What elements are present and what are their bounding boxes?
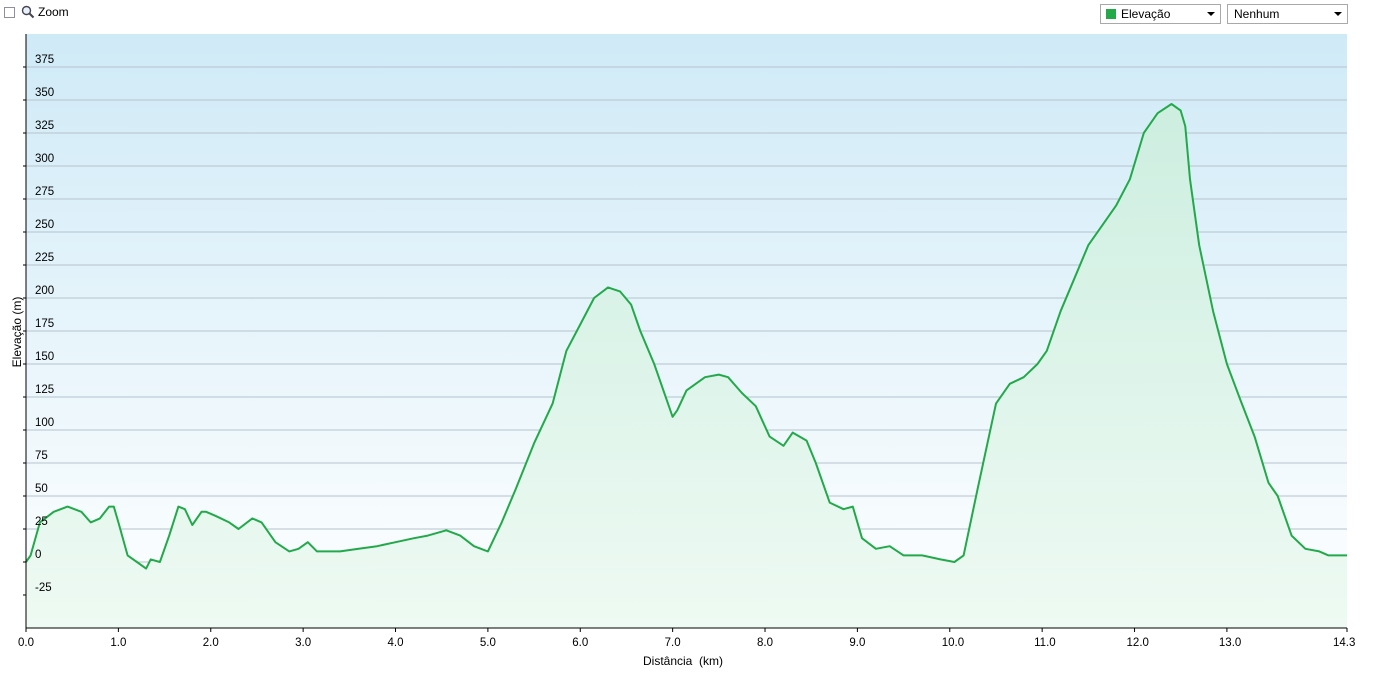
y-tick-label: 175 [35,318,54,330]
series-select[interactable]: Elevação [1100,4,1221,24]
compare-select-value: Nenhum [1234,7,1280,21]
x-tick-label: 6.0 [572,637,588,649]
elevation-area [26,104,1347,628]
x-tick-label: 7.0 [665,637,681,649]
y-axis-ticks: 3753503253002752502252001751501251007550… [23,54,54,596]
y-tick-label: 75 [35,450,48,462]
x-tick-label: 1.0 [110,637,126,649]
y-tick-label: 150 [35,351,54,363]
x-tick-label: 14.3 [1333,637,1355,649]
zoom-toggle[interactable]: Zoom [4,5,69,19]
x-tick-label: 9.0 [849,637,865,649]
y-tick-label: 100 [35,417,54,429]
y-tick-label: 300 [35,153,54,165]
x-tick-label: 10.0 [942,637,964,649]
x-tick-label: 12.0 [1127,637,1149,649]
y-tick-label: 25 [35,516,48,528]
x-tick-label: 5.0 [480,637,496,649]
chevron-down-icon [1207,12,1215,16]
y-tick-label: 350 [35,87,54,99]
x-axis-ticks: 0.0 1.0 2.0 3.0 4.0 5.0 6.0 7.0 8.0 9.0 10.0 11.0 12… [18,628,1355,649]
magnifier-icon [21,5,35,19]
x-tick-label: 11.0 [1034,637,1056,649]
zoom-label: Zoom [38,5,69,19]
y-tick-label: 200 [35,285,54,297]
y-tick-label: 325 [35,120,54,132]
compare-select[interactable]: Nenhum [1227,4,1348,24]
x-tick-label: 2.0 [203,637,219,649]
y-tick-label: 225 [35,252,54,264]
y-tick-label: 375 [35,54,54,66]
y-axis-title: Elevação (m) [10,297,24,368]
x-tick-label: 3.0 [295,637,311,649]
y-tick-label: 0 [35,549,41,561]
x-axis-title: Distância (km) [643,654,723,668]
x-tick-label: 8.0 [757,637,773,649]
x-tick-label: 13.0 [1219,637,1241,649]
y-tick-label: 50 [35,483,48,495]
y-tick-label: 250 [35,219,54,231]
y-tick-label: 275 [35,186,54,198]
x-tick-label: 4.0 [388,637,404,649]
series-color-swatch [1106,9,1116,19]
chevron-down-icon [1334,12,1342,16]
y-tick-label: -25 [35,582,52,594]
series-select-value: Elevação [1121,7,1171,21]
elevation-line [25,103,1347,570]
zoom-checkbox[interactable] [4,6,15,18]
y-tick-label: 125 [35,384,54,396]
x-tick-label: 0.0 [18,637,34,649]
